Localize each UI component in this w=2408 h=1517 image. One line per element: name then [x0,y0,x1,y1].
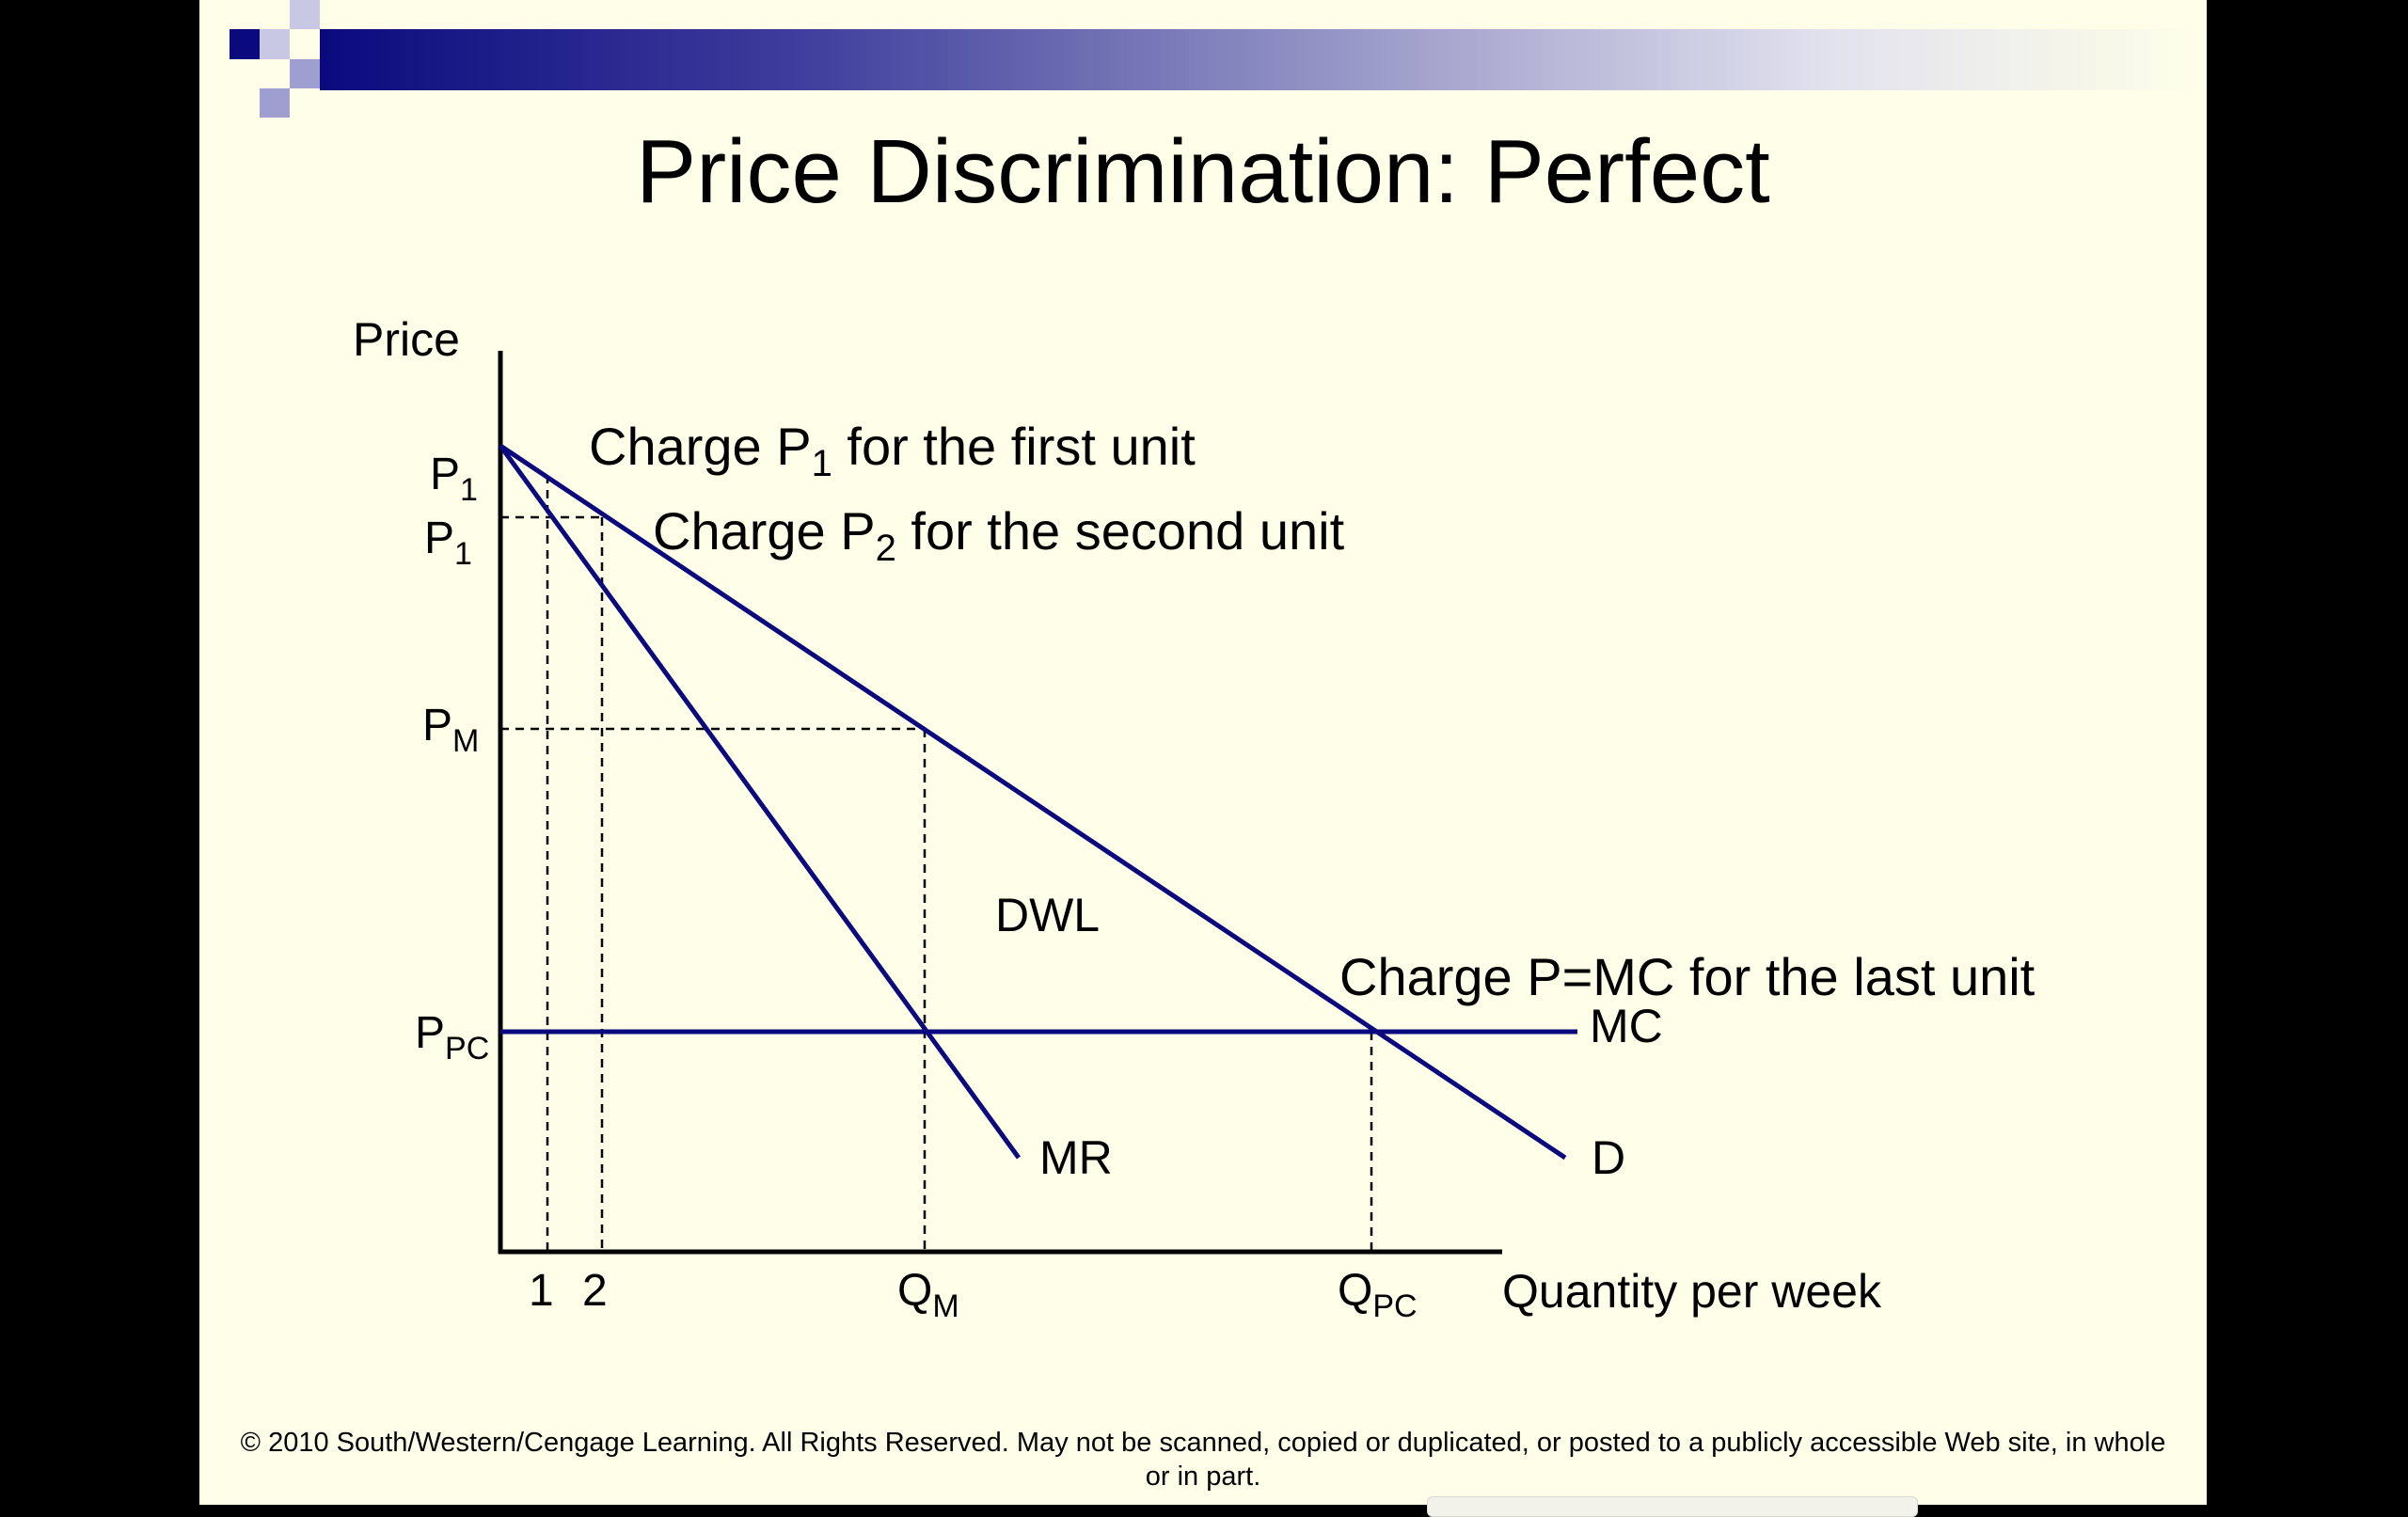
quantity-label-qpc: QPC [1338,1266,1418,1324]
price-label-p1-top: P1 [430,450,478,508]
logo-square [290,0,320,29]
mr-label: MR [1039,1131,1113,1184]
logo-square [260,59,290,88]
quantity-label-2: 2 [582,1266,608,1316]
d-label: D [1592,1131,1625,1184]
quantity-label-1: 1 [529,1266,554,1316]
logo-square [290,29,320,59]
annotation-first-unit: Charge P1 for the first unit [589,417,1196,484]
price-discrimination-diagram: Price Quantity per week P1 P1 PM PPC 1 2… [353,313,2036,1324]
logo-square [260,88,290,118]
copyright-notice: © 2010 South/Western/Cengage Learning. A… [199,1426,2207,1493]
copyright-line-1: © 2010 South/Western/Cengage Learning. A… [240,1428,2166,1458]
price-label-ppc: PPC [415,1008,489,1067]
x-axis-label: Quantity per week [1502,1265,1882,1318]
quantity-label-qm: QM [897,1266,959,1324]
price-label-p1-second: P1 [424,514,472,572]
mr-curve [498,444,1022,1160]
annotation-second-unit: Charge P2 for the second unit [653,501,1345,569]
logo-square [290,59,320,88]
logo-square [230,29,260,59]
header-gradient-bar [320,29,2207,90]
dwl-label: DWL [995,889,1100,941]
demand-curve [499,443,1567,1161]
annotation-last-unit: Charge P=MC for the last unit [1339,947,2036,1006]
logo-square [260,29,290,59]
copyright-line-2: or in part. [1145,1462,1261,1492]
price-label-pm: PM [422,701,479,759]
slide: Price Discrimination: Perfect Price Quan… [199,0,2207,1505]
mc-label: MC [1590,1000,1663,1052]
slide-title: Price Discrimination: Perfect [636,121,1770,222]
y-axis-label: Price [353,313,460,366]
presentation-control-strip[interactable] [1427,1496,1918,1517]
